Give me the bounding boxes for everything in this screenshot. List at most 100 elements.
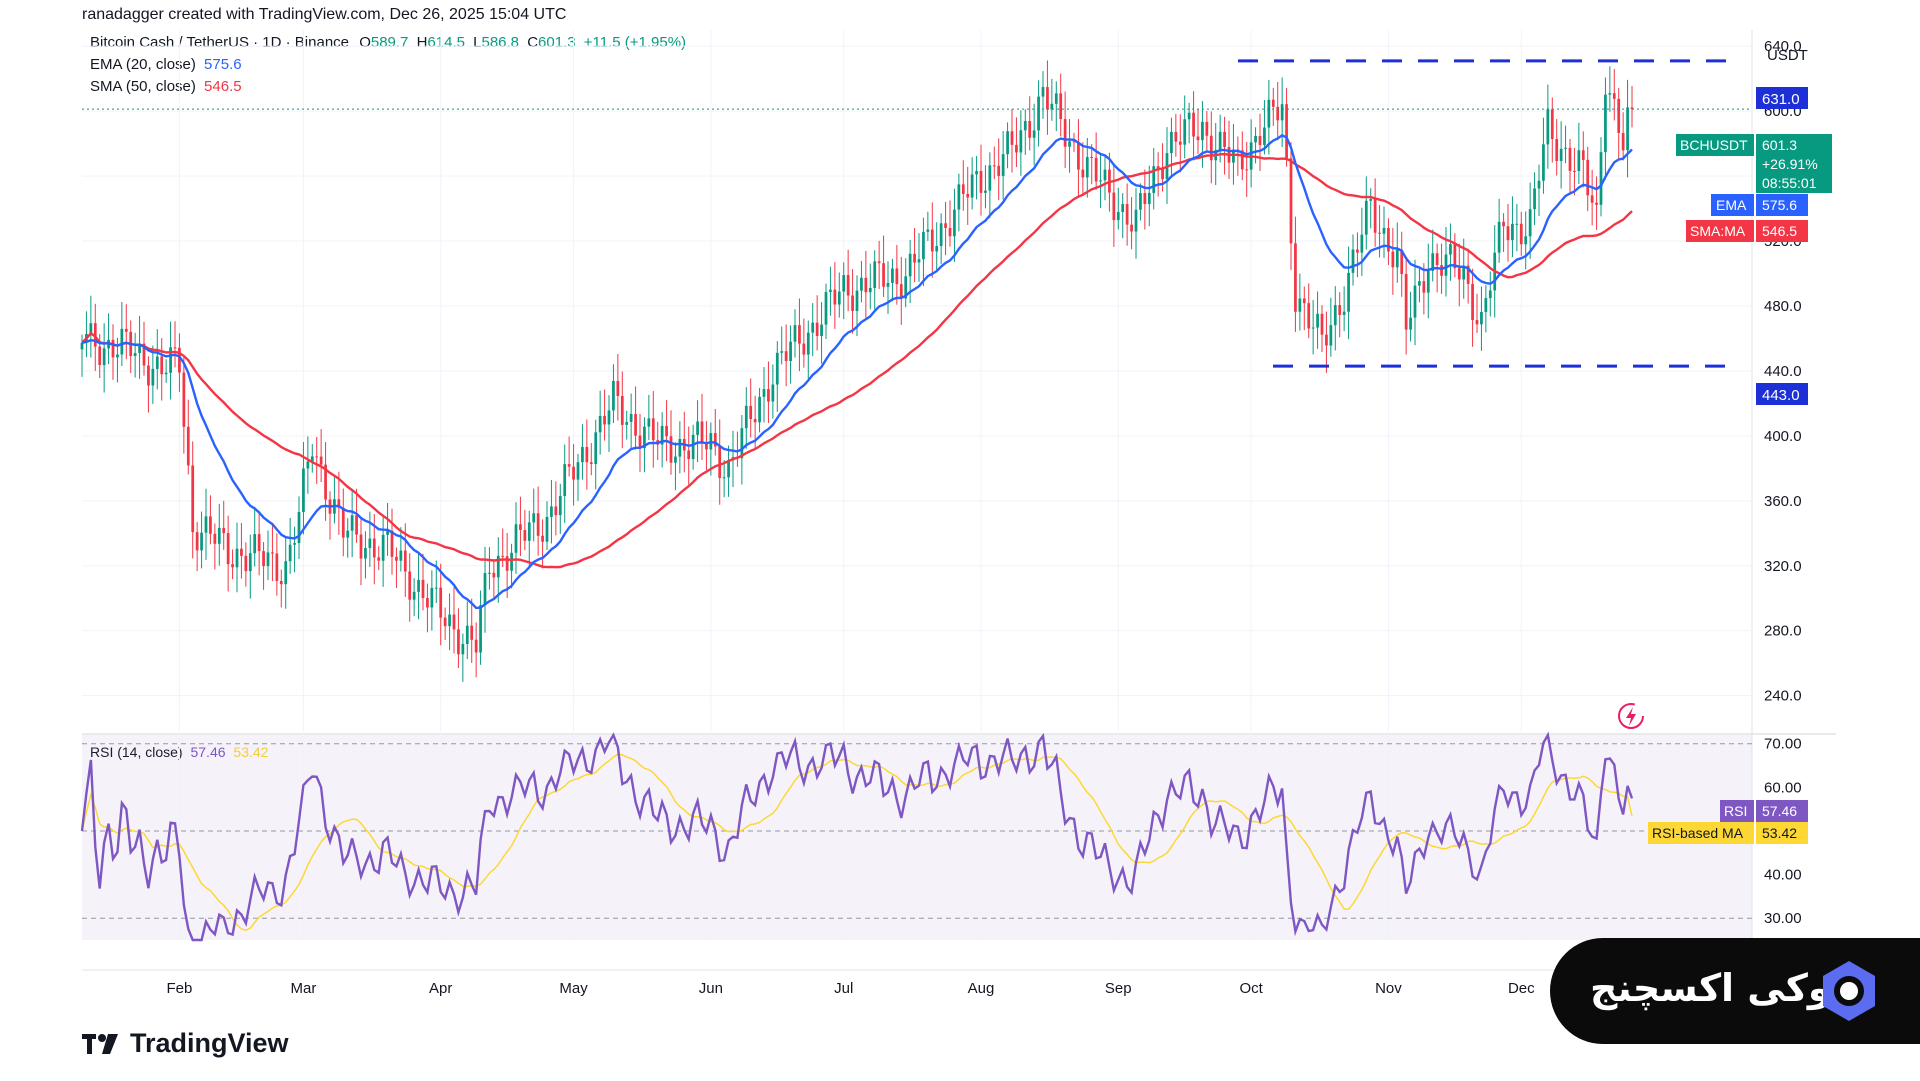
rsi-legend[interactable]: RSI (14, close) 57.46 53.42: [90, 744, 268, 760]
candle-body: [1311, 327, 1315, 329]
candle-body: [643, 426, 646, 449]
candle-body: [855, 290, 859, 311]
candle-body: [488, 572, 491, 574]
candle-body: [948, 227, 952, 237]
candle-body: [1550, 109, 1554, 139]
candle-body: [271, 552, 274, 554]
candle-body: [1077, 142, 1080, 170]
candle-body: [536, 513, 540, 536]
change-value: +11.5 (+1.95%): [583, 34, 687, 51]
candle-body: [789, 341, 792, 361]
support-price-tag: [1756, 383, 1808, 405]
time-axis-tick: Jul: [834, 980, 853, 997]
rsi-value-tag-text: 57.46: [1762, 803, 1797, 819]
candle-body: [665, 425, 668, 437]
candle-body: [868, 287, 872, 293]
candle-body: [837, 291, 841, 305]
candle-body: [678, 438, 682, 457]
candle-body: [718, 446, 722, 478]
candle-body: [275, 553, 279, 581]
candle-body: [1023, 121, 1027, 131]
candle-body: [1590, 195, 1594, 203]
candle-body: [244, 555, 248, 572]
candle-body: [147, 365, 150, 386]
rsi-axis-tick: 60.00: [1764, 779, 1802, 796]
candle-body: [1015, 144, 1018, 153]
rsi-name-tag: [1720, 800, 1754, 822]
candle-body: [279, 580, 283, 585]
candle-body: [474, 639, 478, 653]
candle-body: [1006, 131, 1009, 155]
rsi-legend-label: RSI (14, close): [90, 744, 183, 760]
candle-body: [448, 614, 451, 627]
candle-body: [696, 421, 699, 435]
candle-body: [483, 573, 487, 606]
candle-body: [1276, 106, 1280, 121]
candle-body: [1511, 223, 1514, 241]
candle-body: [1316, 313, 1319, 328]
rsi-ma-line: [81, 753, 1633, 931]
candle-body: [603, 415, 606, 425]
lightning-icon[interactable]: [1618, 703, 1644, 729]
sma-value-tag-text: 546.5: [1762, 223, 1797, 239]
candle-body: [629, 414, 633, 422]
ema-value-tag-text: 575.6: [1762, 197, 1797, 213]
ema-value-tag: [1756, 194, 1808, 216]
candle-body: [470, 625, 474, 640]
candle-body: [647, 418, 651, 427]
candle-body: [116, 354, 119, 358]
candle-body: [532, 513, 536, 523]
candle-body: [461, 643, 465, 655]
candle-body: [815, 322, 819, 337]
candle-body: [1205, 121, 1209, 136]
exchange-logo-icon: [1823, 961, 1875, 1021]
candle-body: [302, 468, 305, 512]
candle-body: [1533, 188, 1536, 210]
candle-body: [93, 323, 97, 347]
candle-body: [1307, 303, 1311, 329]
candle-body: [576, 462, 580, 480]
ema-name-tag: [1711, 194, 1754, 216]
candle-body: [1032, 130, 1036, 138]
candle-body: [966, 193, 970, 198]
candle-body: [550, 506, 553, 517]
tradingview-logo[interactable]: TradingView: [82, 1028, 289, 1059]
candle-body: [700, 421, 704, 442]
candle-body: [824, 292, 828, 325]
candle-body: [381, 534, 385, 561]
candle-body: [1546, 109, 1550, 145]
candle-body: [851, 295, 854, 311]
price-axis-tick: 440.0: [1764, 363, 1802, 380]
ema-legend[interactable]: EMA (20, close) 575.6: [90, 56, 242, 73]
candle-body: [722, 477, 726, 479]
candle-body: [337, 499, 341, 508]
high-value: 614.5: [427, 34, 465, 51]
ema-name-tag-text: EMA: [1716, 197, 1747, 213]
candle-body: [802, 343, 806, 355]
candle-body: [288, 544, 292, 562]
candle-body: [1595, 202, 1598, 205]
candle-body: [452, 614, 456, 630]
ticker-tag-text: BCHUSDT: [1680, 137, 1748, 153]
sma-legend[interactable]: SMA (50, close) 546.5: [90, 78, 242, 95]
candle-body: [1201, 121, 1204, 141]
price-axis-tick: 280.0: [1764, 623, 1802, 640]
rsi-ma-legend-value: 53.42: [233, 744, 269, 760]
price-axis-tick: 320.0: [1764, 558, 1802, 575]
candle-body: [89, 323, 93, 334]
candle-body: [1147, 192, 1151, 205]
time-axis-tick: Dec: [1508, 980, 1535, 997]
candle-body: [155, 356, 159, 369]
candle-body: [1010, 131, 1014, 145]
candle-body: [1196, 136, 1200, 141]
candle-body: [1125, 204, 1129, 225]
candle-body: [1356, 249, 1359, 253]
candle-body: [687, 450, 691, 460]
candle-body: [988, 165, 992, 191]
candle-body: [1453, 244, 1457, 269]
symbol-legend: Bitcoin Cash / TetherUS · 1D · Binance O…: [90, 34, 686, 51]
candle-body: [1612, 93, 1616, 99]
candle-body: [1325, 334, 1328, 346]
candle-body: [430, 587, 434, 608]
